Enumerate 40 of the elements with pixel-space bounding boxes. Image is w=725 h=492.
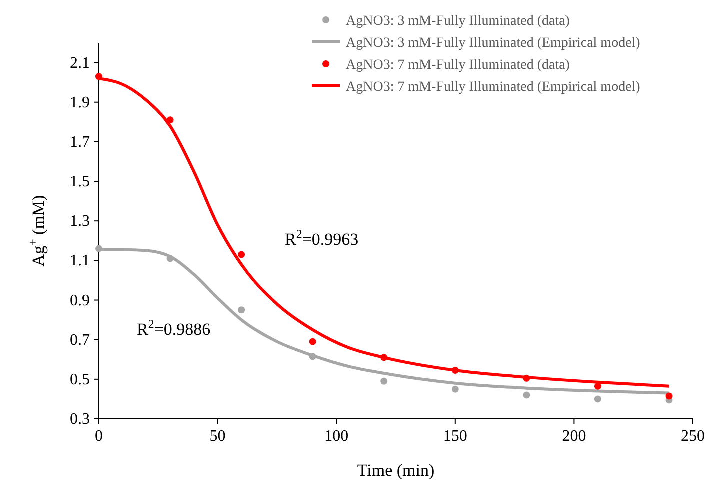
y-tick-label: 0.7: [70, 332, 90, 349]
point: [594, 396, 602, 403]
x-tick-label: 0: [95, 428, 103, 445]
annotation: R$^{2}$=0.9886: [137, 317, 211, 339]
point: [238, 306, 246, 314]
y-tick-label: 1.7: [70, 134, 90, 151]
point: [666, 392, 673, 400]
point: [166, 116, 174, 124]
point: [452, 386, 459, 393]
y-tick-label: 1.1: [70, 252, 90, 270]
y-tick-label: 0.3: [70, 411, 90, 428]
point: [523, 374, 530, 382]
legend-label: AgNO3: 7 mM-Fully Illuminated (Empirical model): [346, 80, 641, 95]
y-tick-label: 1.3: [70, 213, 90, 230]
y-tick-label: 0.5: [70, 371, 90, 388]
y-tick-label: 1.5: [70, 174, 90, 191]
point: [523, 392, 530, 399]
y-tick-label: 2.1: [70, 54, 90, 72]
x-tick-label: 200: [562, 428, 586, 445]
point: [380, 378, 388, 385]
point: [166, 255, 174, 262]
legend-label: AgNO3: 3 mM-Fully Illuminated (data): [346, 14, 570, 29]
x-axis-title: Time (min): [357, 461, 435, 480]
annotation: R$^{2}$=0.9963: [285, 227, 359, 249]
y-tick-label: 1.9: [70, 94, 90, 112]
point: [238, 251, 246, 258]
point: [309, 338, 316, 346]
point: [452, 367, 459, 374]
legend-label: AgNO3: 3 mM-Fully Illuminated (Empirical model): [346, 36, 641, 51]
point: [309, 353, 316, 360]
point: [96, 73, 102, 80]
point: [380, 354, 388, 362]
x-tick-label: 100: [324, 428, 349, 445]
x-tick-label: 250: [681, 428, 705, 445]
x-tick-label: 50: [210, 428, 226, 445]
point: [96, 245, 102, 252]
point: [594, 382, 602, 390]
x-tick-label: 150: [443, 428, 468, 445]
y-tick-label: 0.9: [70, 292, 90, 310]
legend-label: AgNO3: 7 mM-Fully Illuminated (data): [346, 58, 570, 73]
